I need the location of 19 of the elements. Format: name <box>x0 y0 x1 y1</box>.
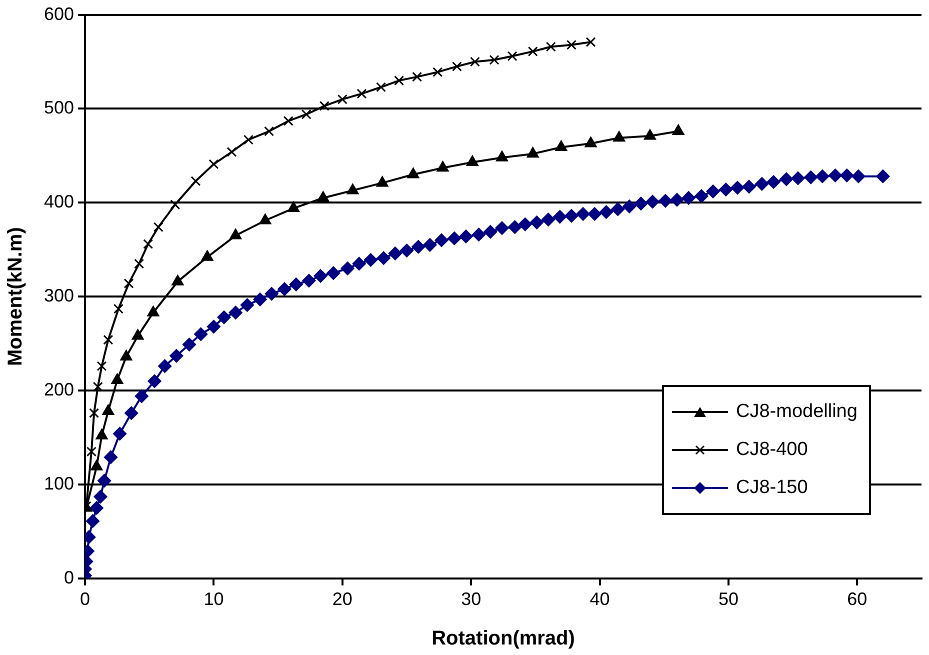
y-tick-label: 200 <box>44 380 74 400</box>
y-tick-label: 100 <box>44 473 74 494</box>
legend-label: CJ8-modelling <box>736 401 858 423</box>
x-tick-label: 60 <box>847 589 868 610</box>
x-axis-title: Rotation(mrad) <box>432 628 575 650</box>
y-tick-label: 500 <box>44 98 74 118</box>
y-tick-label: 600 <box>44 4 74 24</box>
y-tick-label: 300 <box>44 286 74 306</box>
x-tick-label: 20 <box>332 589 352 610</box>
y-tick-label: 400 <box>44 192 74 212</box>
x-tick-label: 10 <box>204 589 224 610</box>
legend-label: CJ8-400 <box>736 439 808 461</box>
x-tick-label: 40 <box>590 589 610 610</box>
x-tick-label: 30 <box>461 589 482 610</box>
x-tick-label: 0 <box>80 589 90 610</box>
x-tick-label: 50 <box>718 589 738 610</box>
y-tick-label: 0 <box>64 567 74 588</box>
legend-label: CJ8-150 <box>736 477 808 499</box>
y-axis-title: Moment(kN.m) <box>4 227 27 366</box>
